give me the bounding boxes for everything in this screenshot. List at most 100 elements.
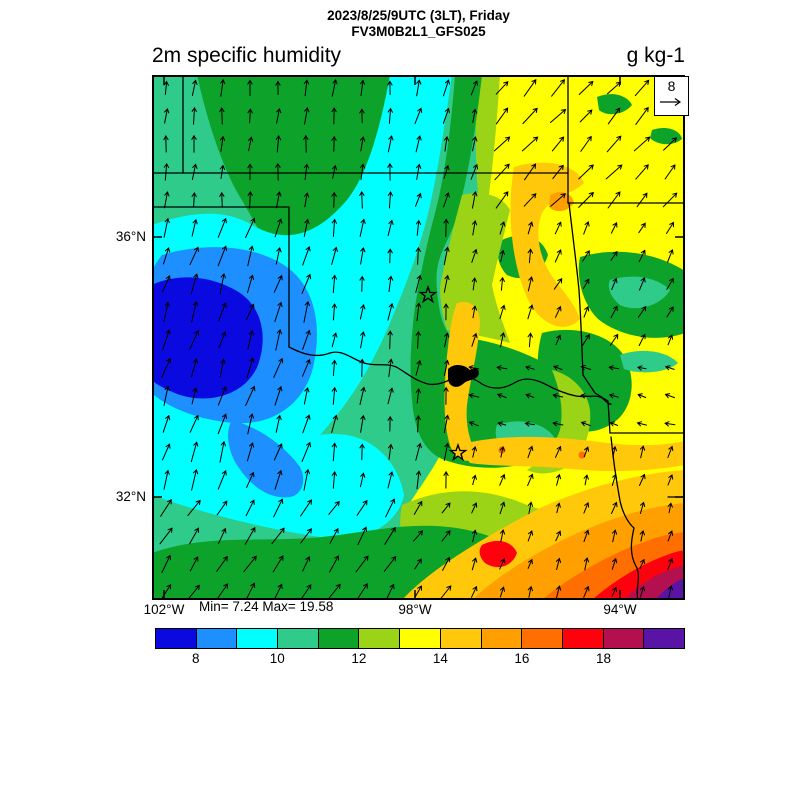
wind-arrow [359,304,366,320]
wind-arrow [217,217,227,238]
wind-arrow [387,387,394,405]
wind-arrow [525,393,535,399]
axis-ticks [153,76,684,599]
wind-arrow [274,469,283,490]
colorbar-cell [481,629,523,648]
wind-arrow [355,555,369,573]
wind-arrow [163,80,169,95]
wind-arrow [639,501,646,514]
city-star-marker [418,284,438,304]
wind-arrow [163,301,170,323]
wind-arrow [523,193,537,207]
wind-arrow [164,191,170,209]
wind-arrow [471,585,478,598]
wind-arrow [191,468,199,491]
wind-arrow [415,470,422,490]
wind-arrow [219,135,226,152]
wind-arrow [275,80,281,95]
wind-arrow [610,250,618,261]
wind-arrow [555,305,562,318]
wind-reference-arrow-icon [660,98,682,106]
wind-arrow [275,135,282,153]
wind-arrow [609,421,619,427]
wind-arrow [163,385,170,406]
wind-arrow [443,164,450,179]
wind-arrow [470,163,479,180]
wind-arrow [189,330,200,350]
wind-arrow [664,365,675,371]
wind-arrow [471,502,478,514]
colorbar-tick-label: 10 [269,651,285,666]
wind-arrow [555,530,562,542]
wind-arrow [247,245,254,267]
wind-arrow [611,501,618,514]
wind-arrow [611,586,617,597]
wind-arrow [162,329,171,351]
wind-arrow [499,221,506,235]
wind-arrow [527,276,534,292]
wind-arrow [357,526,367,546]
wind-arrow [636,421,647,427]
wind-arrow [470,80,478,96]
colorbar-tick-label: 8 [192,651,200,666]
wind-arrow [472,190,478,209]
wind-arrow [331,246,338,265]
wind-arrow [607,191,621,209]
wind-arrow [527,332,533,348]
wind-arrow [164,107,170,124]
wind-arrow [639,277,646,291]
wind-arrow [583,557,590,571]
wind-arrow [524,163,537,181]
wind-arrow [471,529,478,543]
wind-arrow [273,274,283,293]
wind-arrow [527,530,534,542]
wind-arrow [580,365,592,371]
wind-arrow [443,218,449,238]
wind-arrow [331,274,338,294]
colorbar-tick-label: 12 [351,651,367,666]
wind-arrow [328,500,340,515]
wind-arrow [495,191,509,209]
field-red-speckle [479,540,517,568]
wind-arrow [415,442,422,461]
wind-arrow [522,107,538,125]
wind-arrow [527,501,534,515]
wind-arrow [443,274,450,293]
wind-arrow [499,249,505,262]
wind-arrow [500,332,506,348]
wind-arrow [189,556,199,572]
wind-arrow [191,134,197,153]
wind-arrow [300,584,312,600]
wind-arrow [300,528,312,544]
wind-arrow [387,135,394,153]
wind-arrow [638,222,646,234]
wind-arrow [556,585,562,599]
field-gold-east-band [464,436,685,472]
wind-arrow [274,218,283,238]
wind-arrow [220,78,226,97]
wind-arrow [555,473,562,486]
wind-arrow [552,421,564,427]
wind-arrow [217,470,227,490]
wind-arrow [245,217,256,238]
wind-arrow [331,442,337,462]
wind-arrow [360,472,366,488]
wind-arrow [247,108,253,124]
wind-arrow [527,221,534,235]
wind-arrow [189,246,199,266]
wind-arrow [523,79,537,97]
wind-arrow [499,276,505,291]
wind-arrow [667,445,674,458]
wind-arrow [443,303,449,321]
wind-arrow [494,163,510,181]
wind-arrow [415,192,422,207]
wind-arrow [639,529,645,542]
wind-arrow [331,303,337,321]
wind-arrow [552,393,564,399]
lon-label-102w: 102°W [143,602,185,617]
wind-arrow [499,445,505,458]
wind-arrow [247,329,254,350]
wind-arrow [219,164,226,179]
wind-arrow [302,556,311,572]
wind-arrow [301,441,311,462]
